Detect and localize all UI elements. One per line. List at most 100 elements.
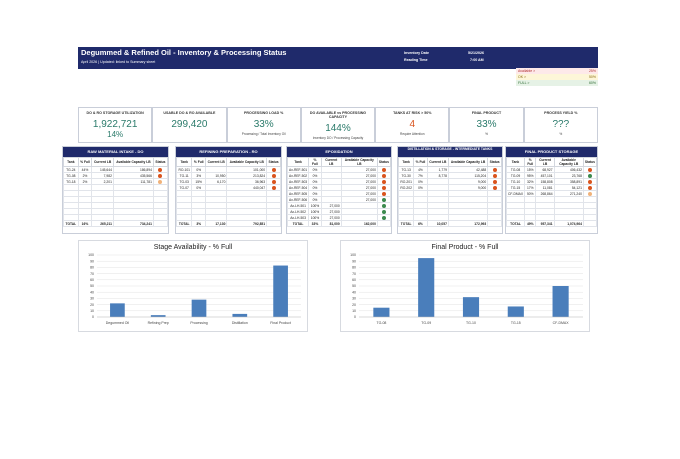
column-header: % Full [413,157,428,167]
total-cell: 10,057 [426,220,449,227]
legend-value: 50% [588,75,596,79]
kpi-sub: % [485,132,488,136]
tank-table: Tank% Full Current LB Available Capacity L… [63,157,169,227]
y-tick-label: 100 [350,253,356,257]
table-row: TG-10 32% 158,808 358,891 [505,178,598,185]
total-cell: TOTAL [63,220,79,227]
inventory-date-value: 5/21/2026 [468,51,484,55]
total-cell: 734,241 [112,220,154,227]
kpi-final-product: FINAL PRODUCT 33% % [449,107,524,143]
column-header: Available Capacity LB [553,157,584,167]
column-header: Current LB [91,157,114,167]
column-header: % Full [524,157,537,167]
status-dot-icon [492,173,497,178]
chart-title: Stage Availability - % Full [153,244,233,251]
status-dot-icon [587,191,592,196]
column-header: % Full [191,157,206,167]
kpi-tanks-at-risk: TANKS AT RISK > 50% 4 Require Attention [375,107,450,143]
panel-title: DISTILLATION & STORAGE - INTERMEDIATE TA… [398,147,502,157]
x-tick-label: TG-09 [421,321,431,325]
total-cell: 49% [524,220,537,227]
dashboard-header: Degummed & Refined Oil - Inventory & Pro… [78,47,598,69]
y-tick-label: 50 [352,284,356,288]
total-cell: TOTAL [505,220,526,227]
total-cell: 265,211 [91,220,114,227]
kpi-value: 299,420 [171,119,208,130]
total-row: TOTAL 16% 265,211 734,241 [63,220,169,227]
y-tick-label: 60 [90,278,94,282]
total-cell: 1,074,964 [553,220,584,227]
panel-4: FINAL PRODUCT STORAGE Tank% Full Current L… [505,146,598,234]
y-tick-label: 90 [352,259,356,263]
kpi-usable-available: USABLE DO & RO AVAILABLE 299,420 [152,107,227,143]
x-tick-label: TG-10 [466,321,476,325]
column-header: Tank [63,157,79,167]
status-dot-icon [271,167,276,172]
y-tick-label: 40 [352,290,356,294]
status-dot-icon [492,167,497,172]
x-tick-label: Processing [190,321,207,325]
y-tick-label: 50 [90,284,94,288]
y-tick-label: 30 [90,297,94,301]
total-row: TOTAL 3% 17,130 792,851 [175,220,281,227]
column-header: Tank [397,157,415,167]
status-dot-icon [492,185,497,190]
table-row: Ax-REF-504 0% 27,000 [286,184,392,191]
column-header: Status [487,157,502,167]
column-header: % Full [77,157,93,167]
status-dot-icon [381,173,386,178]
kpi-label: DO & RO STORAGE UTILIZATION [86,111,144,115]
table-row: TG-08 2% 7,982 435,566 [63,172,169,179]
status-dot-icon [587,173,592,178]
y-tick-label: 100 [88,253,94,257]
legend-value: 60% [588,81,596,85]
y-tick-label: 80 [90,266,94,270]
x-tick-label: Refining Prep [148,321,169,325]
inventory-date-label: Inventory Date [404,51,429,55]
status-dot-icon [271,179,276,184]
x-tick-label: TG-15 [511,321,521,325]
kpi-value: ??? [552,119,570,130]
status-dot-icon [271,173,276,178]
status-dot-icon [158,167,163,172]
table-row: RO-201 0% 9,000 [397,178,502,185]
tank-table: Tank% Full Current LB Available Capacity L… [175,157,281,227]
y-tick-label: 60 [352,278,356,282]
x-tick-label: TG-08 [376,321,386,325]
status-dot-icon [381,179,386,184]
kpi-label: TANKS AT RISK > 50% [393,111,432,115]
column-header: Available Capacity LB [226,157,268,167]
status-legend: Available > 25% OK > 50% FULL > 60% [516,68,598,86]
bar [150,315,166,317]
stage-availability-chart: Stage Availability - % Full 0 10 20 30 40 50 6… [78,240,308,332]
tank-table: Tank% Full Current LB Available Capacity L… [505,157,598,227]
kpi-label: USABLE DO & RO AVAILABLE [163,111,216,115]
column-header: Available Capacity LB [447,157,489,167]
status-dot-icon [587,179,592,184]
kpi-row: DO & RO STORAGE UTILIZATION 1,922,721 14… [78,107,598,143]
kpi-value: 4 [409,119,416,130]
reading-time-value: 7:00 AM [470,58,484,62]
column-header: % Full [308,157,322,167]
x-tick-label: Distillation [232,321,248,325]
total-cell: 162,000 [340,220,378,227]
page-subtitle: April 2026 | Updated: linked to Summary … [81,60,156,64]
tank-table: Tank% Full Current LB Available Capacity L… [286,157,392,227]
column-header: Available Capacity LB [340,157,378,167]
column-header: Available Capacity LB [112,157,154,167]
kpi-processing-load: PROCESSING LOAD % 33% Processing / Total… [226,107,301,143]
kpi-label: PROCESS YIELD % [544,111,578,115]
bar [110,303,125,317]
table-row: TG-11 3% 10,950 213,824 [175,172,281,179]
kpi-percent: 14% [107,130,124,139]
panel-title: REFINING PREPARATION - RO [176,147,281,157]
bar [552,286,569,317]
panel-title: RAW MATERIAL INTAKE - DO [63,147,168,157]
kpi-sub: Processing / Total Inventory Oil [241,132,286,136]
inventory-info: Inventory Date 5/21/2026 Reading Time 7:… [400,47,500,69]
chart-title: Final Product - % Full [431,244,499,251]
y-tick-label: 40 [90,290,94,294]
y-tick-label: 10 [352,309,356,313]
legend-row-ok: OK > 50% [516,74,598,80]
total-cell: 3% [191,220,206,227]
